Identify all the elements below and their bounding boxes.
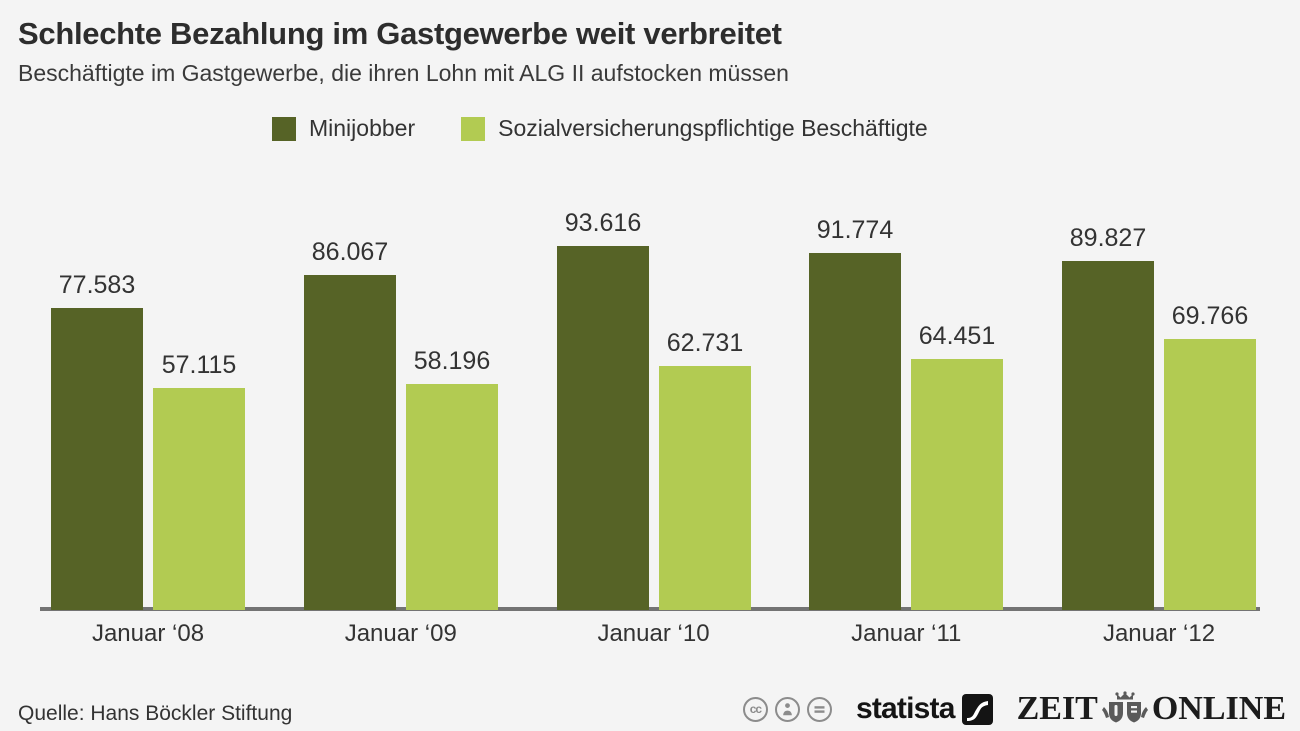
zeit-logo-text-right: ONLINE: [1151, 690, 1286, 727]
x-axis-label: Januar ‘09: [344, 620, 457, 647]
bar-value-label: 69.766: [1171, 302, 1249, 330]
bar-svb-2: [406, 384, 498, 610]
bar-value-label: 86.067: [311, 238, 389, 266]
legend-label: Sozialversicherungspflichtige Beschäftig…: [498, 115, 928, 141]
bar-minijobber-4: [809, 253, 901, 610]
statista-logo-text: statista: [855, 692, 955, 725]
legend-swatch-icon: [461, 116, 486, 141]
bar-minijobber-5: [1062, 261, 1154, 610]
attribution-icon: [774, 696, 800, 722]
bar-svb-5: [1164, 339, 1256, 610]
cc-icon: cc: [742, 696, 768, 722]
x-axis-label: Januar ‘10: [597, 620, 710, 647]
bar-value-label: 57.115: [161, 351, 237, 379]
license-icons: cc: [742, 696, 832, 722]
bar-minijobber-2: [304, 275, 396, 610]
zeit-logo-text-left: ZEIT: [1016, 690, 1098, 727]
header: Schlechte Bezahlung im Gastgewerbe weit …: [18, 16, 1282, 87]
equals-icon: [806, 696, 832, 722]
bar-value-label: 93.616: [564, 209, 642, 237]
source-text: Quelle: Hans Böckler Stiftung: [18, 702, 293, 725]
chart-title: Schlechte Bezahlung im Gastgewerbe weit …: [18, 16, 782, 51]
chart-subtitle: Beschäftigte im Gastgewerbe, die ihren L…: [18, 60, 789, 86]
bar-value-label: 77.583: [58, 271, 136, 299]
x-axis-line: [40, 607, 1260, 611]
x-axis-label: Januar ‘12: [1102, 620, 1216, 647]
bar-value-label: 58.196: [413, 347, 491, 375]
x-axis-label: Januar ‘08: [91, 620, 205, 647]
bar-value-label: 62.731: [666, 329, 744, 357]
bar-minijobber-1: [51, 308, 143, 610]
bar-svb-3: [659, 366, 751, 610]
bar-minijobber-3: [557, 246, 649, 610]
legend: Minijobber Sozialversicherungspflichtige …: [272, 115, 928, 142]
legend-label: Minijobber: [309, 115, 416, 141]
legend-swatch-icon: [272, 116, 296, 141]
bar-value-label: 91.774: [816, 216, 894, 244]
bar-svb-4: [911, 359, 1003, 610]
legend-item-svb: Sozialversicherungspflichtige Beschäftig…: [461, 115, 928, 142]
zeit-crest-icon: [1101, 691, 1148, 723]
footer-logos: cc statista ZEIT: [742, 688, 1286, 730]
bar-value-label: 89.827: [1069, 224, 1147, 252]
statista-mark-icon: [961, 693, 993, 725]
bar-value-label: 64.451: [918, 322, 996, 350]
legend-item-minijobber: Minijobber: [272, 115, 415, 142]
statista-logo: statista: [856, 692, 993, 726]
bar-svb-1: [153, 388, 245, 610]
x-axis-label: Januar ‘11: [851, 620, 962, 647]
zeit-online-logo: ZEIT ONLINE: [1017, 690, 1286, 728]
